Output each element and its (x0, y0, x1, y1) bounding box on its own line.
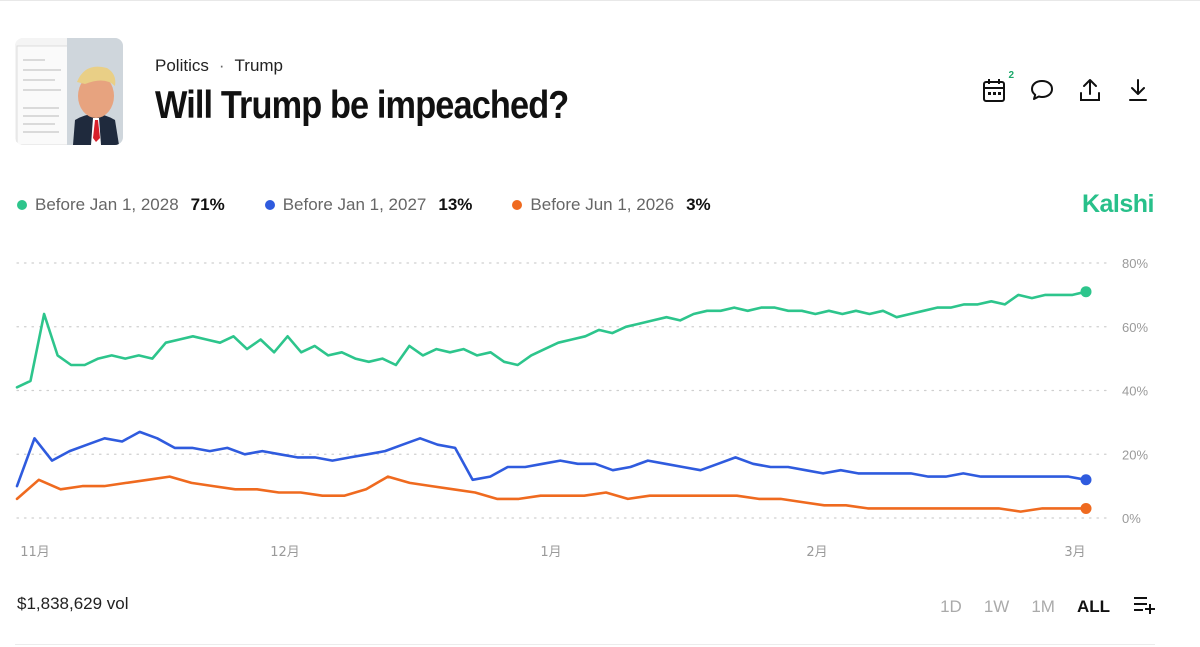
breadcrumb-separator: · (218, 56, 225, 75)
legend-label-2026: Before Jun 1, 2026 (530, 195, 675, 214)
legend-value-2027: 13% (438, 195, 473, 214)
breadcrumb-subcategory[interactable]: Trump (234, 56, 284, 75)
legend-item-2028[interactable]: Before Jan 1, 2028 71% (17, 195, 225, 215)
bottom-divider (15, 644, 1155, 645)
legend-swatch-2027 (264, 200, 275, 210)
range-1w[interactable]: 1W (983, 596, 1010, 616)
top-divider (0, 0, 1200, 1)
legend-label-2028: Before Jan 1, 2028 (35, 195, 179, 214)
comment-button[interactable] (1030, 76, 1054, 104)
calendar-button[interactable]: 2 (982, 70, 1014, 104)
x-tick-label: 11月 (20, 545, 50, 560)
chart-legend: Before Jan 1, 2028 71% Before Jan 1, 202… (17, 195, 711, 215)
x-tick-label: 2月 (806, 545, 827, 560)
y-tick-label: 20% (1122, 447, 1148, 462)
range-selector: 1D 1W 1M ALL (940, 594, 1156, 619)
series-line-2027 (15, 430, 1088, 488)
x-tick-label: 3月 (1064, 545, 1085, 560)
market-thumbnail (15, 38, 123, 145)
breadcrumb: Politics · Trump (155, 56, 283, 76)
legend-value-2026: 3% (686, 195, 711, 214)
calendar-icon (983, 79, 1005, 102)
add-to-list-button[interactable] (1132, 594, 1156, 619)
add-to-list-icon (1134, 597, 1155, 614)
kalshi-logo: Kalshi (1081, 190, 1155, 218)
legend-label-2027: Before Jan 1, 2027 (282, 195, 427, 214)
y-tick-label: 60% (1122, 320, 1148, 335)
series-line-2028 (15, 290, 1088, 389)
page-title: Will Trump be impeached? (155, 84, 569, 127)
breadcrumb-category[interactable]: Politics (155, 56, 209, 75)
series-endpoint-2026 (1080, 502, 1092, 514)
series-endpoint-2027 (1080, 474, 1092, 486)
range-1d[interactable]: 1D (940, 596, 962, 616)
comment-icon (1031, 80, 1053, 100)
share-button[interactable] (1078, 76, 1102, 104)
volume-label: $1,838,629 vol (17, 594, 129, 613)
download-button[interactable] (1126, 76, 1150, 104)
action-toolbar: 2 (982, 70, 1150, 104)
x-tick-label: 1月 (540, 545, 561, 560)
y-tick-label: 40% (1122, 384, 1148, 399)
series-endpoint-2028 (1080, 286, 1092, 298)
y-tick-label: 80% (1122, 256, 1148, 271)
calendar-badge: 2 (1008, 70, 1014, 81)
legend-swatch-2028 (17, 200, 27, 210)
y-tick-label: 0% (1122, 511, 1141, 526)
legend-item-2026[interactable]: Before Jun 1, 2026 3% (512, 195, 711, 215)
price-history-chart: 0% 20% 40% 60% 80% 11月 12月 1月 2月 3月 (15, 256, 1148, 560)
range-1m[interactable]: 1M (1031, 596, 1055, 616)
x-tick-label: 12月 (270, 545, 300, 560)
legend-value-2028: 71% (190, 195, 225, 214)
legend-swatch-2026 (512, 200, 523, 210)
download-icon (1129, 79, 1147, 101)
range-all[interactable]: ALL (1076, 596, 1110, 616)
series-line-2026 (15, 475, 1088, 513)
share-icon (1080, 79, 1100, 101)
legend-item-2027[interactable]: Before Jan 1, 2027 13% (264, 195, 473, 215)
